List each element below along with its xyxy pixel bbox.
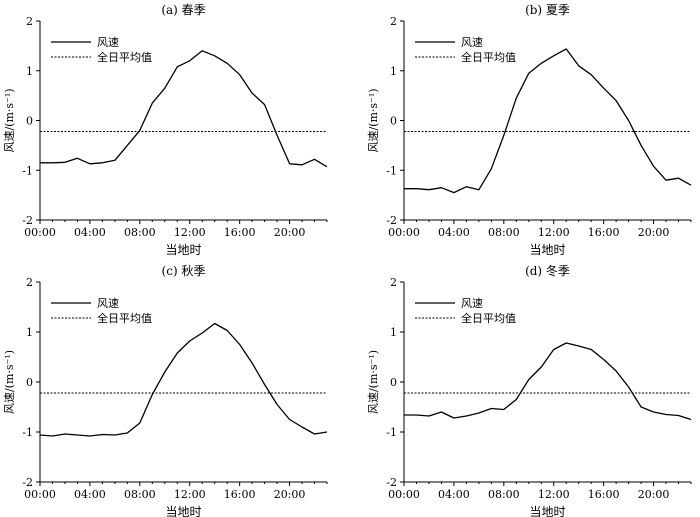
chart-title: (c) 秋季 bbox=[162, 264, 206, 278]
chart-title: (d) 冬季 bbox=[525, 263, 570, 278]
y-axis-label: 风速/(m·s⁻¹) bbox=[3, 88, 16, 152]
x-tick-label: 00:00 bbox=[388, 488, 420, 501]
x-tick-label: 16:00 bbox=[588, 488, 620, 501]
x-tick-label: 08:00 bbox=[124, 488, 156, 501]
chart-title: (b) 夏季 bbox=[525, 3, 570, 17]
legend-label: 全日平均值 bbox=[461, 311, 516, 325]
y-tick-label: 2 bbox=[390, 15, 397, 28]
x-axis-label: 当地时 bbox=[165, 505, 201, 517]
chart-panel-2: (c) 秋季 -2 -1 0 1 2 00:00 04:00 08:00 12:00 16:00 20… bbox=[3, 264, 328, 517]
x-tick-label: 16:00 bbox=[224, 488, 256, 501]
y-tick-label: 0 bbox=[26, 376, 33, 389]
y-tick-label: -1 bbox=[386, 426, 397, 439]
x-tick-label: 00:00 bbox=[24, 226, 56, 239]
y-tick-label: 2 bbox=[390, 276, 397, 289]
x-tick-label: 08:00 bbox=[488, 488, 520, 501]
y-tick-label: 0 bbox=[26, 115, 33, 128]
x-tick-label: 20:00 bbox=[638, 488, 670, 501]
legend-label: 风速 bbox=[461, 36, 483, 49]
y-tick-label: -1 bbox=[386, 164, 397, 177]
y-axis-label: 风速/(m·s⁻¹) bbox=[367, 88, 380, 152]
y-axis-label: 风速/(m·s⁻¹) bbox=[367, 350, 380, 414]
y-tick-label: -1 bbox=[22, 426, 33, 439]
legend-label: 全日平均值 bbox=[461, 50, 516, 64]
legend-label: 全日平均值 bbox=[97, 50, 152, 64]
legend-label: 全日平均值 bbox=[97, 311, 152, 325]
x-axis-label: 当地时 bbox=[529, 243, 565, 257]
x-axis-label: 当地时 bbox=[165, 243, 201, 257]
x-tick-label: 04:00 bbox=[438, 488, 470, 501]
x-tick-label: 04:00 bbox=[74, 226, 106, 239]
chart-panel-3: (d) 冬季 -2 -1 0 1 2 00:00 04:00 08:00 12:00 16:00 20… bbox=[367, 263, 692, 517]
x-tick-label: 04:00 bbox=[438, 226, 470, 239]
y-tick-label: -2 bbox=[22, 476, 33, 489]
x-tick-label: 20:00 bbox=[274, 488, 306, 501]
x-tick-label: 16:00 bbox=[588, 226, 620, 239]
y-tick-label: 0 bbox=[390, 376, 397, 389]
x-axis-label: 当地时 bbox=[529, 505, 565, 517]
legend-label: 风速 bbox=[97, 297, 119, 310]
y-tick-label: -2 bbox=[22, 214, 33, 227]
wind-speed-line bbox=[39, 322, 328, 437]
y-tick-label: -2 bbox=[386, 476, 397, 489]
x-tick-label: 12:00 bbox=[538, 226, 570, 239]
wind-speed-line bbox=[40, 50, 328, 168]
wind-speed-line bbox=[404, 48, 692, 194]
y-tick-label: 1 bbox=[26, 326, 33, 339]
x-tick-label: 00:00 bbox=[388, 226, 420, 239]
wind-speed-line bbox=[404, 342, 692, 421]
y-tick-label: 2 bbox=[26, 276, 33, 289]
legend-label: 风速 bbox=[97, 36, 119, 49]
x-tick-label: 12:00 bbox=[538, 488, 570, 501]
x-tick-label: 16:00 bbox=[224, 226, 256, 239]
y-tick-label: -1 bbox=[22, 164, 33, 177]
x-tick-label: 08:00 bbox=[488, 226, 520, 239]
y-tick-label: 1 bbox=[390, 326, 397, 339]
x-tick-label: 20:00 bbox=[274, 226, 306, 239]
x-tick-label: 08:00 bbox=[124, 226, 156, 239]
y-tick-label: 2 bbox=[26, 15, 33, 28]
y-tick-label: -2 bbox=[386, 214, 397, 227]
y-tick-label: 1 bbox=[390, 65, 397, 78]
chart-panel-1: (b) 夏季 -2 -1 0 1 2 00:00 04:00 08:00 12:00 16:00 20… bbox=[367, 3, 692, 257]
chart-title: (a) 春季 bbox=[161, 3, 205, 17]
chart-panel-0: (a) 春季 -2 -1 0 1 2 00:00 04:00 08:00 12:00 16:00 20… bbox=[3, 3, 328, 257]
y-axis-label: 风速/(m·s⁻¹) bbox=[3, 350, 16, 414]
x-tick-label: 00:00 bbox=[24, 488, 56, 501]
y-tick-label: 1 bbox=[26, 65, 33, 78]
x-tick-label: 12:00 bbox=[174, 488, 206, 501]
x-tick-label: 12:00 bbox=[174, 226, 206, 239]
y-tick-label: 0 bbox=[390, 115, 397, 128]
x-tick-label: 04:00 bbox=[74, 488, 106, 501]
x-tick-label: 20:00 bbox=[638, 226, 670, 239]
legend-label: 风速 bbox=[461, 297, 483, 310]
